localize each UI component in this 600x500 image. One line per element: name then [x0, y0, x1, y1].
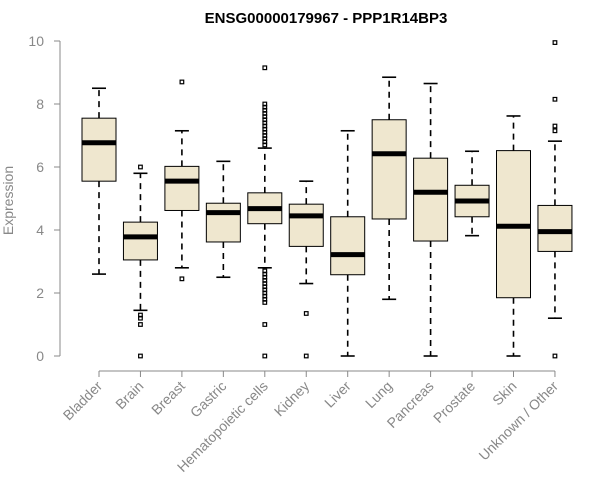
outlier-point [138, 315, 143, 321]
outlier-point [552, 128, 558, 134]
x-tick-label: Kidney [271, 378, 313, 420]
outlier-point [179, 79, 185, 85]
iqr-box [413, 157, 449, 242]
outlier-point [138, 164, 143, 170]
box-gastric [205, 160, 241, 279]
iqr-box [330, 216, 366, 276]
outlier-point [552, 123, 558, 129]
outlier-point [552, 96, 558, 102]
box-hematopoietic-cells [247, 65, 283, 359]
outlier-point [262, 322, 268, 327]
outlier-point [179, 276, 185, 282]
outlier-point [138, 353, 143, 359]
x-tick-label: Prostate [430, 378, 478, 426]
y-axis-label: Expression [0, 166, 16, 235]
outlier-point [138, 322, 143, 327]
x-tick-label: Skin [489, 378, 520, 409]
box-brain [122, 164, 158, 359]
iqr-box [205, 202, 241, 243]
iqr-box [164, 165, 200, 211]
x-tick-label: Unknown / Other [475, 378, 561, 464]
x-tick-label: Liver [321, 378, 354, 411]
y-tick-label: 6 [36, 159, 44, 175]
outlier-point [262, 142, 268, 148]
x-tick-label: Breast [148, 378, 188, 418]
y-tick-label: 4 [36, 222, 44, 238]
iqr-box [537, 204, 573, 252]
box-lung [371, 76, 407, 301]
iqr-box [371, 119, 407, 220]
iqr-box [122, 221, 158, 261]
outlier-point [303, 311, 309, 316]
box-skin [496, 115, 531, 357]
iqr-box [288, 203, 324, 247]
y-tick-label: 2 [36, 285, 44, 301]
outlier-point [262, 353, 268, 359]
x-tick-label: Lung [362, 378, 395, 411]
chart-title: ENSG00000179967 - PPP1R14BP3 [205, 10, 448, 27]
iqr-box [81, 117, 117, 182]
box-bladder [81, 87, 117, 275]
outlier-point [262, 65, 268, 71]
y-tick-label: 0 [36, 348, 44, 364]
x-tick-label: Brain [112, 378, 146, 412]
outlier-point [262, 300, 268, 305]
outlier-point [552, 40, 558, 45]
y-axis: 0 2 4 6 8 10 [28, 33, 61, 364]
x-tick-label: Bladder [60, 378, 106, 424]
outlier-point [552, 353, 558, 359]
box-breast [164, 79, 200, 282]
box-pancreas [413, 82, 449, 357]
box-liver [330, 129, 366, 357]
y-tick-label: 8 [36, 96, 44, 112]
y-tick-label: 10 [28, 33, 44, 49]
box-kidney [288, 180, 324, 359]
boxes-group [81, 40, 573, 359]
box-unknown-other [537, 40, 573, 359]
outlier-point [303, 353, 309, 359]
box-prostate [454, 150, 490, 237]
